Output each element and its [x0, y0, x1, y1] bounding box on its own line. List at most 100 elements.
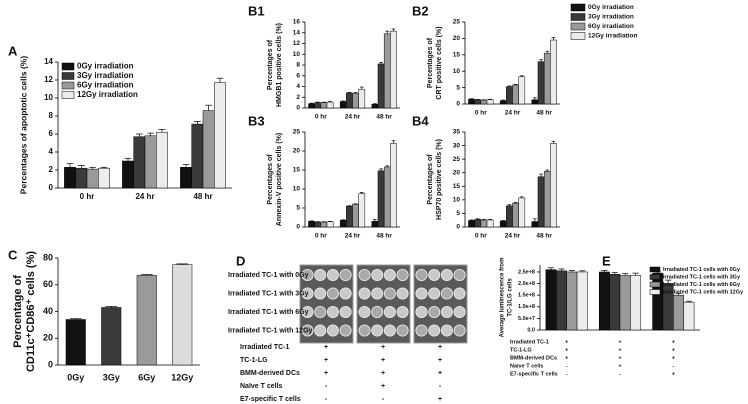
error-bar — [385, 30, 390, 34]
bar — [531, 221, 539, 228]
bar — [506, 86, 513, 105]
error-bar — [482, 219, 486, 220]
error-bar — [665, 279, 672, 284]
y-tick-label: 20 — [453, 35, 461, 42]
error-bar — [622, 273, 629, 276]
error-bar — [513, 201, 518, 204]
bar — [371, 221, 379, 228]
error-bar — [568, 270, 575, 272]
condition-sign: + — [672, 355, 675, 361]
bar — [172, 264, 193, 366]
bar — [499, 220, 507, 228]
condition-sign: + — [438, 370, 442, 377]
bar — [314, 102, 322, 109]
y-tick-label: 15 — [453, 52, 461, 59]
y-tick-label: 2 — [296, 94, 300, 101]
well — [314, 324, 327, 337]
y-tick-label: 10 — [293, 186, 301, 193]
error-bar — [158, 129, 166, 133]
y-tick-label: 6 — [296, 72, 300, 79]
x-tick-label: 24 hr — [505, 233, 521, 240]
error-bar — [475, 218, 480, 220]
bar — [518, 197, 526, 228]
condition-sign: - — [325, 396, 328, 403]
bar — [346, 92, 353, 109]
y-axis-label: HSP70 positive cells (%) — [436, 139, 443, 220]
error-bar — [216, 77, 224, 83]
row-label: Irradiated TC-1 with 6Gy — [228, 309, 309, 316]
legend-swatch — [649, 266, 661, 273]
well — [371, 305, 384, 318]
well — [301, 268, 314, 281]
well — [440, 324, 453, 337]
legend-swatch — [61, 62, 75, 71]
y-tick-label: 1.0e+8 — [518, 304, 535, 310]
bar — [371, 103, 379, 109]
well — [428, 287, 441, 300]
legend-label: 12Gy irradiation — [588, 33, 638, 40]
bar — [191, 123, 204, 189]
bar — [358, 193, 366, 228]
well — [383, 268, 396, 281]
error-bar — [341, 100, 346, 102]
well — [339, 324, 352, 337]
bar — [214, 82, 226, 189]
bar — [320, 221, 328, 228]
condition-sign: + — [324, 370, 328, 377]
condition-sign: - — [325, 383, 328, 390]
condition-sign: - — [382, 396, 385, 403]
bar — [383, 166, 391, 228]
bar — [486, 99, 494, 105]
well — [453, 324, 466, 337]
y-tick-label: 0 — [456, 101, 460, 108]
legend-label: Irradiated TC-1 cells with 6Gy — [663, 282, 741, 288]
x-tick-label: 0 hr — [475, 233, 487, 240]
error-bar — [373, 103, 377, 105]
well — [415, 268, 428, 281]
legend-label: 6Gy irradiation — [77, 81, 134, 90]
x-tick-label: 0 hr — [475, 110, 487, 117]
condition-sign: + — [618, 355, 621, 361]
error-bar — [391, 140, 396, 144]
x-tick-label: 0Gy — [67, 372, 84, 382]
legend-swatch — [61, 81, 75, 90]
legend-label: 0Gy irradiation — [588, 4, 634, 11]
error-bar — [501, 99, 506, 101]
bar — [619, 275, 631, 331]
y-tick-label: 10 — [453, 68, 461, 75]
y-tick-label: 16 — [293, 19, 301, 26]
well — [371, 268, 384, 281]
bar — [576, 271, 588, 331]
bar — [75, 167, 88, 189]
legend-swatch — [61, 72, 75, 80]
error-bar — [675, 292, 682, 296]
y-tick-label: 25 — [453, 156, 461, 163]
panel-label: B2 — [412, 3, 429, 18]
legend-swatch — [570, 32, 586, 40]
bar — [474, 219, 482, 228]
y-axis-label: Percentage of — [12, 275, 24, 348]
condition-sign: + — [565, 355, 568, 361]
legend-swatch — [649, 274, 661, 280]
condition-sign: + — [618, 363, 621, 369]
y-tick-label: 40 — [43, 306, 53, 316]
legend-label: Irradiated TC-1 cells with 0Gy — [663, 267, 741, 273]
bar — [480, 219, 488, 228]
bar — [556, 270, 567, 331]
y-tick-label: 15 — [453, 183, 461, 190]
error-bar — [685, 300, 693, 303]
y-tick-label: 25 — [453, 19, 461, 26]
y-axis-label: Average luminescence from — [500, 258, 506, 338]
y-tick-label: 5 — [456, 84, 460, 91]
well — [371, 287, 384, 300]
legend-label: 6Gy irradiation — [588, 23, 634, 30]
y-tick-label: 8 — [49, 111, 54, 120]
error-bar — [100, 166, 108, 169]
error-bar — [353, 92, 358, 94]
bar — [202, 110, 215, 189]
well — [326, 268, 339, 281]
well — [339, 287, 352, 300]
condition-sign: + — [438, 344, 442, 351]
legend-label: 0Gy irradiation — [77, 62, 134, 71]
